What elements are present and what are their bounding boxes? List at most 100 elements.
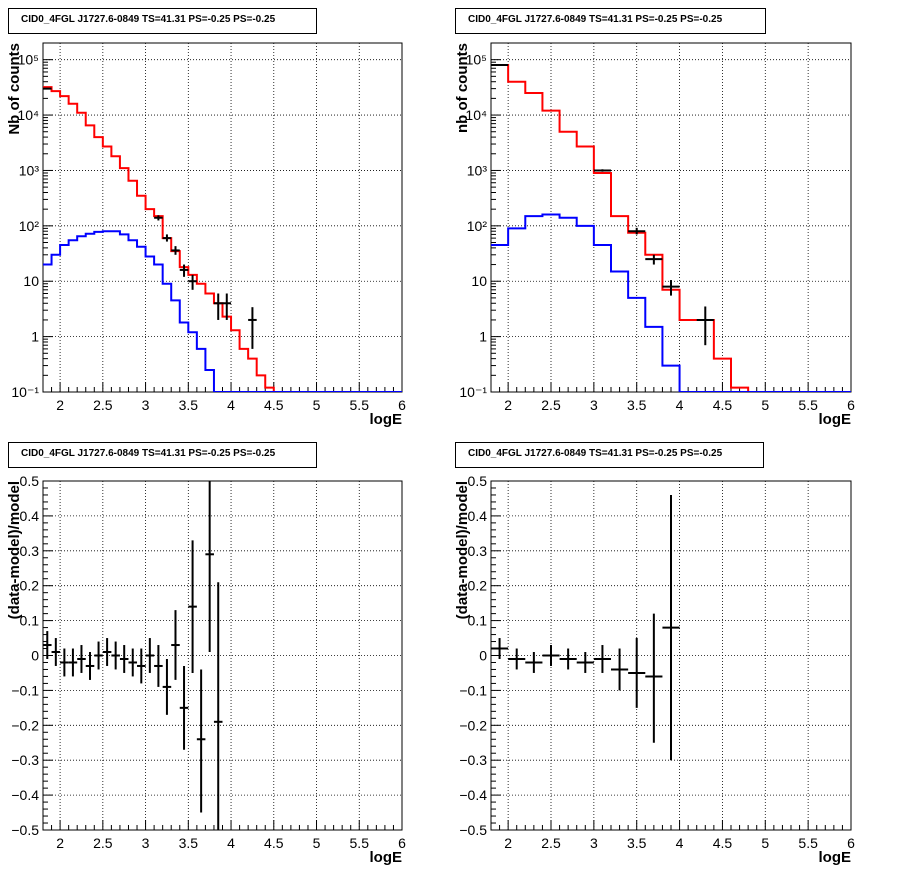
y-tick-label: 1: [479, 329, 487, 345]
data-point: [68, 648, 78, 677]
data-point: [179, 665, 189, 750]
x-tick-label: 5.5: [350, 835, 370, 851]
x-tick-label: 4.5: [264, 397, 284, 413]
series-line-red: [43, 86, 402, 392]
x-tick-label: 6: [847, 835, 855, 851]
x-tick-label: 3.5: [627, 397, 647, 413]
y-tick-label: −0.3: [11, 752, 39, 768]
data-point: [145, 638, 155, 673]
data-point: [213, 293, 223, 320]
y-tick-label: 0.3: [20, 543, 40, 559]
data-point: [43, 631, 52, 659]
y-tick-label: −0.3: [459, 752, 487, 768]
y-tick-label: 10⁻¹: [11, 384, 39, 400]
panel-title-top-left: CID0_4FGL J1727.6-0849 TS=41.31 PS=-0.25…: [8, 8, 317, 34]
y-tick-label: 0.4: [20, 508, 40, 524]
data-point: [205, 481, 214, 653]
plot-area: [491, 494, 680, 761]
x-tick-label: 3.5: [627, 835, 647, 851]
data-point: [171, 246, 180, 255]
plot-frame: [42, 42, 403, 393]
data-point: [162, 658, 172, 715]
x-tick-label: 2.5: [93, 397, 113, 413]
data-point: [111, 641, 120, 670]
y-tick-label: 0.2: [20, 578, 40, 594]
panel-title-bottom-right: CID0_4FGL J1727.6-0849 TS=41.31 PS=-0.25…: [455, 442, 764, 468]
panel-title-top-right: CID0_4FGL J1727.6-0849 TS=41.31 PS=-0.25…: [455, 8, 766, 34]
data-point: [491, 64, 509, 67]
y-axis-title: nb of counts: [454, 43, 471, 133]
data-point: [542, 645, 560, 666]
chart-panel-top-left: 2 2.5 3 3.5 4 4.5 5 5.5 6 10⁻¹ 1 10 10² 10³ 10⁴ 10⁵ logE…: [6, 42, 406, 428]
x-axis-title: logE: [370, 411, 403, 428]
data-point: [128, 648, 138, 677]
data-point: [162, 234, 172, 242]
y-tick-label: 0.5: [20, 473, 40, 489]
y-tick-label: 10⁻¹: [459, 384, 487, 400]
data-point: [645, 254, 663, 265]
x-axis-title: logE: [819, 411, 852, 428]
data-point: [196, 669, 206, 813]
y-tick-label: 10³: [467, 162, 488, 178]
y-tick-label: 10²: [467, 218, 488, 234]
y-tick-label: −0.4: [459, 787, 487, 803]
data-point: [525, 652, 543, 673]
y-tick-label: 10³: [19, 162, 40, 178]
x-tick-label: 5.5: [798, 397, 818, 413]
x-tick-label: 4: [676, 835, 684, 851]
data-point: [662, 494, 680, 761]
y-axis-title: (data-model)/model: [454, 481, 471, 619]
y-tick-label: −0.5: [11, 822, 39, 838]
y-tick-label: −0.2: [459, 717, 487, 733]
data-point: [60, 648, 69, 677]
x-tick-label: 2: [504, 397, 512, 413]
x-tick-label: 4.5: [713, 835, 733, 851]
x-tick-label: 5: [313, 835, 321, 851]
data-point: [137, 648, 146, 684]
y-tick-label: 10⁵: [466, 52, 487, 68]
y-tick-label: 10⁵: [18, 52, 39, 68]
data-point: [51, 638, 61, 666]
data-point: [77, 645, 86, 673]
x-tick-label: 2: [56, 835, 64, 851]
data-point: [576, 652, 594, 673]
panel-title-bottom-left: CID0_4FGL J1727.6-0849 TS=41.31 PS=-0.25…: [8, 442, 317, 468]
data-point: [119, 645, 129, 673]
x-tick-label: 5.5: [798, 835, 818, 851]
x-tick-label: 3: [590, 397, 598, 413]
y-tick-label: 0.4: [468, 508, 488, 524]
x-axis-title: logE: [819, 849, 852, 866]
y-tick-label: 10⁴: [17, 107, 39, 123]
x-axis-title: logE: [370, 849, 403, 866]
data-point: [213, 582, 223, 830]
plot-area: [491, 64, 851, 392]
y-tick-label: 1: [31, 329, 39, 345]
x-tick-label: 4.5: [713, 397, 733, 413]
y-tick-label: 10: [471, 273, 487, 289]
x-tick-label: 5: [761, 835, 769, 851]
y-tick-label: −0.1: [11, 682, 39, 698]
data-point: [94, 641, 103, 670]
data-point: [188, 540, 197, 673]
chart-panel-bottom-right: 2 2.5 3 3.5 4 4.5 5 5.5 6 −0.5 −0.4 −0.3 −0.2 −0.1 0 0.…: [454, 473, 855, 866]
data-point: [508, 648, 526, 670]
y-tick-label: 10²: [19, 218, 40, 234]
x-tick-label: 2: [504, 835, 512, 851]
x-tick-label: 2.5: [93, 835, 113, 851]
plot-area: [43, 481, 223, 830]
y-tick-label: 0.5: [468, 473, 488, 489]
x-tick-label: 5.5: [350, 397, 370, 413]
data-point: [645, 613, 663, 743]
plot-frame: [490, 42, 852, 393]
x-tick-label: 5: [761, 397, 769, 413]
x-tick-label: 4: [227, 397, 235, 413]
x-tick-label: 3: [142, 397, 150, 413]
x-tick-label: 4.5: [264, 835, 284, 851]
data-point: [593, 169, 611, 172]
data-point: [222, 293, 232, 320]
data-point: [628, 638, 646, 708]
data-point: [696, 306, 714, 346]
x-tick-label: 5: [313, 397, 321, 413]
chart-panel-top-right: 2 2.5 3 3.5 4 4.5 5 5.5 6 10⁻¹ 1 10 10² 10³ 10⁴ 10⁵ logE…: [454, 42, 855, 428]
y-tick-label: −0.1: [459, 682, 487, 698]
